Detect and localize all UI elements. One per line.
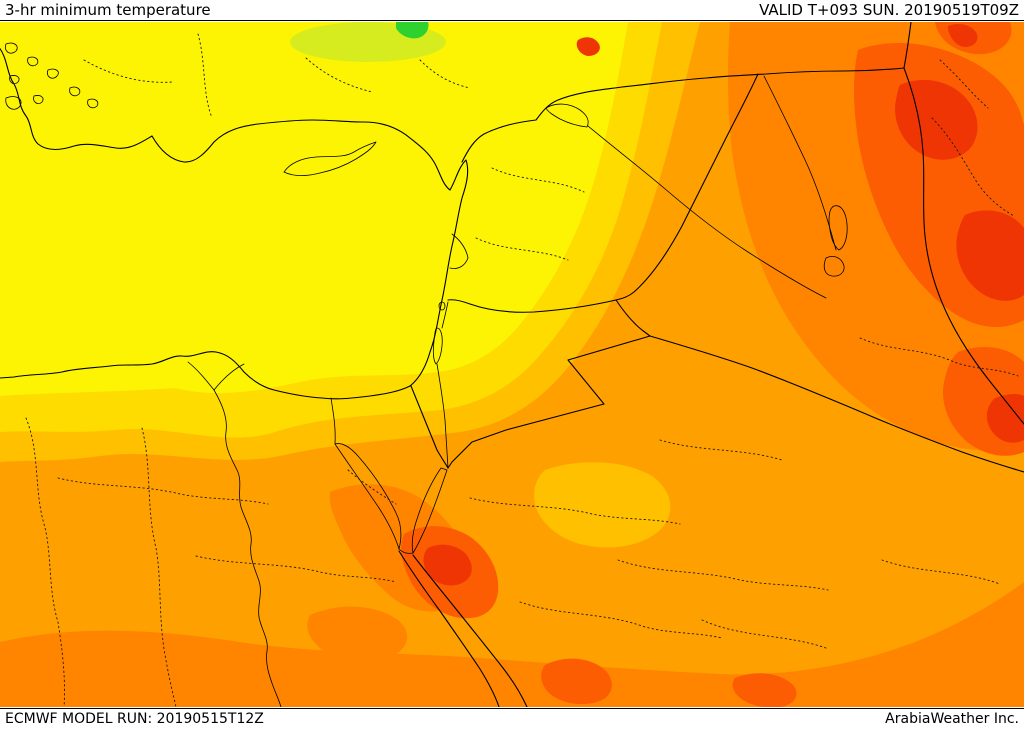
admin-line xyxy=(659,439,783,461)
admin-boundaries xyxy=(25,33,1019,707)
island xyxy=(46,68,59,79)
coastlines xyxy=(0,47,528,707)
island xyxy=(33,95,44,104)
border-syria-jordan xyxy=(447,299,617,313)
river-tigris xyxy=(763,75,837,251)
coast-redsea-west xyxy=(398,550,500,707)
contour-darkorange-egypt-se xyxy=(307,606,408,662)
model-run-label: ECMWF MODEL RUN: 20190515T12Z xyxy=(5,711,264,727)
admin-line xyxy=(419,59,471,89)
contour-red-core-east xyxy=(956,210,1024,301)
contour-red-spot-top-right xyxy=(947,24,978,48)
border-jordan-river-arava xyxy=(436,301,449,469)
admin-line xyxy=(57,477,269,505)
admin-line xyxy=(491,167,585,193)
admin-line xyxy=(469,497,681,525)
river-nile-delta-west xyxy=(187,361,215,391)
contour-red-core-right-edge xyxy=(986,394,1024,443)
island xyxy=(27,56,39,67)
contour-red-spot-turkey xyxy=(576,37,600,56)
lake-assad xyxy=(545,103,589,128)
border-jordan-saudi-zigzag xyxy=(447,335,651,469)
river-nile-delta-east xyxy=(213,363,245,391)
island xyxy=(4,42,18,54)
admin-line xyxy=(83,59,173,83)
map-header: 3-hr minimum temperature VALID T+093 SUN… xyxy=(0,0,1024,21)
admin-line xyxy=(931,117,1015,217)
admin-line xyxy=(881,559,1001,585)
border-jordan-iraq xyxy=(615,299,651,337)
lake-tharthar xyxy=(828,205,848,251)
lake-galilee xyxy=(438,301,446,311)
island xyxy=(9,75,20,84)
valid-time-label: VALID T+093 SUN. 20190519T09Z xyxy=(759,1,1019,19)
admin-line xyxy=(347,469,397,505)
river-nile xyxy=(213,389,282,707)
map-footer: ECMWF MODEL RUN: 20190515T12Z ArabiaWeat… xyxy=(0,708,1024,729)
river-euphrates xyxy=(587,125,827,299)
island xyxy=(69,86,81,97)
admin-line xyxy=(195,555,397,583)
temperature-contours xyxy=(0,22,1024,707)
lake-razzaza xyxy=(823,256,845,277)
coast-cyprus xyxy=(283,141,377,176)
border-turkey-syria xyxy=(461,67,905,163)
island xyxy=(5,96,22,110)
country-borders xyxy=(410,22,1024,473)
admin-line xyxy=(859,337,1019,377)
lakes-rivers xyxy=(187,75,848,707)
aegean-islands xyxy=(4,42,99,110)
map-area xyxy=(0,22,1024,707)
coast-sinai-tip xyxy=(398,548,414,554)
contour-redorange-bottom-1 xyxy=(541,658,612,705)
contour-red-core-redsea xyxy=(423,544,472,586)
admin-line xyxy=(305,57,373,93)
border-syria-iraq xyxy=(615,73,759,301)
map-canvas xyxy=(0,22,1024,707)
coast-turkey-levant-egypt xyxy=(0,47,469,400)
contour-yellow-region xyxy=(0,22,628,396)
border-lebanon-syria xyxy=(449,233,469,269)
contour-green-spot xyxy=(396,22,429,39)
admin-line xyxy=(197,33,213,119)
contour-redorange-bottom-2 xyxy=(732,673,797,707)
lake-dead-sea xyxy=(433,327,443,365)
map-title: 3-hr minimum temperature xyxy=(5,1,211,19)
admin-line xyxy=(701,619,827,649)
coast-suez-canal xyxy=(330,397,336,445)
contour-light-patch-north-saudi xyxy=(534,462,671,548)
coast-gulf-of-suez xyxy=(334,443,402,550)
border-iraq-saudi xyxy=(649,335,1024,473)
contour-red-core-mosul xyxy=(894,79,978,160)
border-israel-egypt xyxy=(410,385,449,469)
border-turkey-iran xyxy=(903,22,912,69)
admin-line xyxy=(141,427,177,707)
brand-label: ArabiaWeather Inc. xyxy=(885,711,1019,727)
coast-redsea-east xyxy=(412,554,528,707)
island xyxy=(87,98,99,109)
border-iran-iraq xyxy=(903,67,1024,425)
admin-line xyxy=(475,237,569,261)
